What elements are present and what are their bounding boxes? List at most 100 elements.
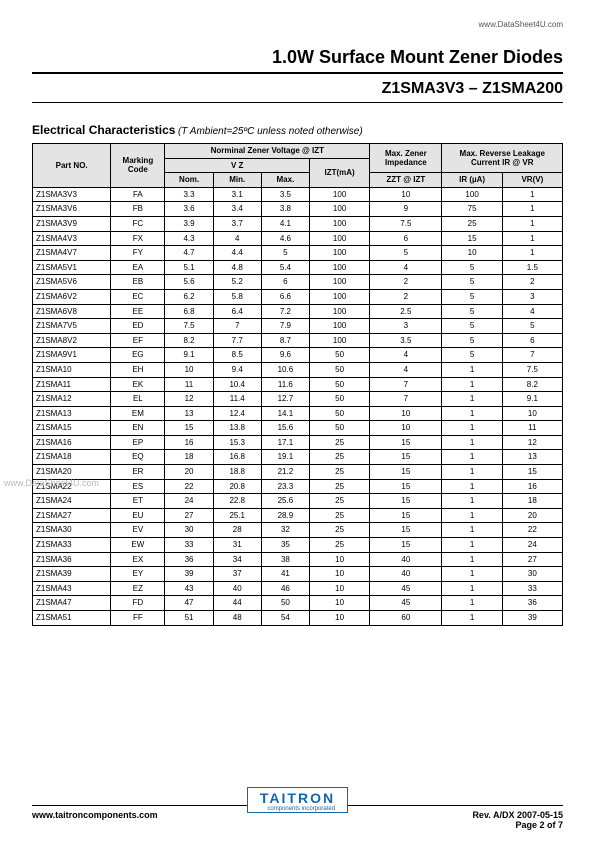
table-cell: 100	[309, 187, 369, 202]
table-cell: 16	[502, 479, 562, 494]
table-cell: 50	[309, 348, 369, 363]
table-row: Z1SMA16EP1615.317.12515112	[33, 435, 563, 450]
footer-page: Page 2 of 7	[515, 820, 563, 830]
table-cell: EW	[111, 538, 165, 553]
company-logo: TAITRON components incorporated	[247, 787, 348, 813]
table-cell: 1	[442, 450, 502, 465]
table-cell: 1.5	[502, 260, 562, 275]
table-cell: 8.2	[165, 333, 213, 348]
table-cell: 8.5	[213, 348, 261, 363]
table-cell: 25.6	[261, 494, 309, 509]
table-cell: 3.4	[213, 202, 261, 217]
table-row: Z1SMA39EY3937411040130	[33, 567, 563, 582]
table-cell: 1	[502, 187, 562, 202]
table-cell: 50	[309, 406, 369, 421]
table-cell: 16.8	[213, 450, 261, 465]
table-cell: 50	[309, 421, 369, 436]
table-cell: 40	[370, 552, 442, 567]
table-row: Z1SMA9V1EG9.18.59.650457	[33, 348, 563, 363]
table-cell: 31	[213, 538, 261, 553]
table-cell: 100	[309, 202, 369, 217]
table-cell: 1	[502, 231, 562, 246]
table-cell: Z1SMA5V6	[33, 275, 111, 290]
table-cell: 100	[309, 231, 369, 246]
table-cell: 10	[309, 581, 369, 596]
table-cell: 1	[442, 523, 502, 538]
table-row: Z1SMA4V3FX4.344.61006151	[33, 231, 563, 246]
table-cell: 10	[309, 611, 369, 626]
table-cell: EL	[111, 392, 165, 407]
table-cell: 1	[442, 538, 502, 553]
table-cell: 3.8	[261, 202, 309, 217]
table-cell: 5	[442, 275, 502, 290]
page-footer: TAITRON components incorporated www.tait…	[32, 787, 563, 830]
table-cell: Z1SMA43	[33, 581, 111, 596]
table-cell: 10.6	[261, 362, 309, 377]
table-cell: 22	[502, 523, 562, 538]
table-cell: 1	[442, 508, 502, 523]
table-cell: 4.7	[165, 246, 213, 261]
company-name: TAITRON	[260, 790, 335, 806]
table-cell: FX	[111, 231, 165, 246]
table-cell: 39	[165, 567, 213, 582]
table-cell: EP	[111, 435, 165, 450]
th-part-no: Part NO.	[33, 144, 111, 188]
table-cell: 25	[309, 494, 369, 509]
table-cell: 1	[442, 479, 502, 494]
table-row: Z1SMA24ET2422.825.62515118	[33, 494, 563, 509]
table-cell: Z1SMA3V9	[33, 216, 111, 231]
table-cell: 100	[309, 319, 369, 334]
table-cell: EB	[111, 275, 165, 290]
table-cell: Z1SMA20	[33, 465, 111, 480]
table-row: Z1SMA4V7FY4.74.451005101	[33, 246, 563, 261]
table-cell: 11.4	[213, 392, 261, 407]
table-cell: 1	[442, 581, 502, 596]
table-cell: 25	[309, 435, 369, 450]
table-cell: 15	[442, 231, 502, 246]
table-cell: 15	[370, 465, 442, 480]
table-cell: 100	[309, 275, 369, 290]
table-cell: 6.8	[165, 304, 213, 319]
table-row: Z1SMA5V1EA5.14.85.4100451.5	[33, 260, 563, 275]
table-cell: EH	[111, 362, 165, 377]
table-cell: Z1SMA15	[33, 421, 111, 436]
table-cell: 1	[442, 567, 502, 582]
table-cell: 7.7	[213, 333, 261, 348]
table-cell: 11	[502, 421, 562, 436]
table-cell: 5.4	[261, 260, 309, 275]
table-cell: Z1SMA10	[33, 362, 111, 377]
table-cell: 50	[309, 377, 369, 392]
table-cell: 28	[213, 523, 261, 538]
table-cell: 20	[165, 465, 213, 480]
table-cell: 25	[309, 523, 369, 538]
table-cell: 15	[370, 508, 442, 523]
table-cell: 7.2	[261, 304, 309, 319]
table-cell: 1	[442, 406, 502, 421]
table-cell: 30	[165, 523, 213, 538]
table-row: Z1SMA20ER2018.821.22515115	[33, 465, 563, 480]
table-cell: 100	[309, 246, 369, 261]
table-cell: 6	[502, 333, 562, 348]
table-cell: 1	[442, 435, 502, 450]
table-cell: 5	[370, 246, 442, 261]
table-cell: 15.3	[213, 435, 261, 450]
table-row: Z1SMA22ES2220.823.32515116	[33, 479, 563, 494]
table-cell: 10	[309, 567, 369, 582]
th-max-zener: Max. Zener Impedance	[370, 144, 442, 173]
th-nom: Nom.	[165, 173, 213, 188]
table-cell: ER	[111, 465, 165, 480]
table-cell: 15.6	[261, 421, 309, 436]
table-cell: EG	[111, 348, 165, 363]
table-cell: 1	[442, 552, 502, 567]
table-cell: EU	[111, 508, 165, 523]
table-row: Z1SMA6V2EC6.25.86.6100253	[33, 289, 563, 304]
table-cell: 2.5	[370, 304, 442, 319]
table-cell: Z1SMA7V5	[33, 319, 111, 334]
table-cell: 10	[370, 187, 442, 202]
table-row: Z1SMA12EL1211.412.750719.1	[33, 392, 563, 407]
table-cell: 15	[502, 465, 562, 480]
table-cell: 44	[213, 596, 261, 611]
table-cell: 10	[502, 406, 562, 421]
table-cell: 1	[442, 494, 502, 509]
table-cell: 100	[309, 289, 369, 304]
